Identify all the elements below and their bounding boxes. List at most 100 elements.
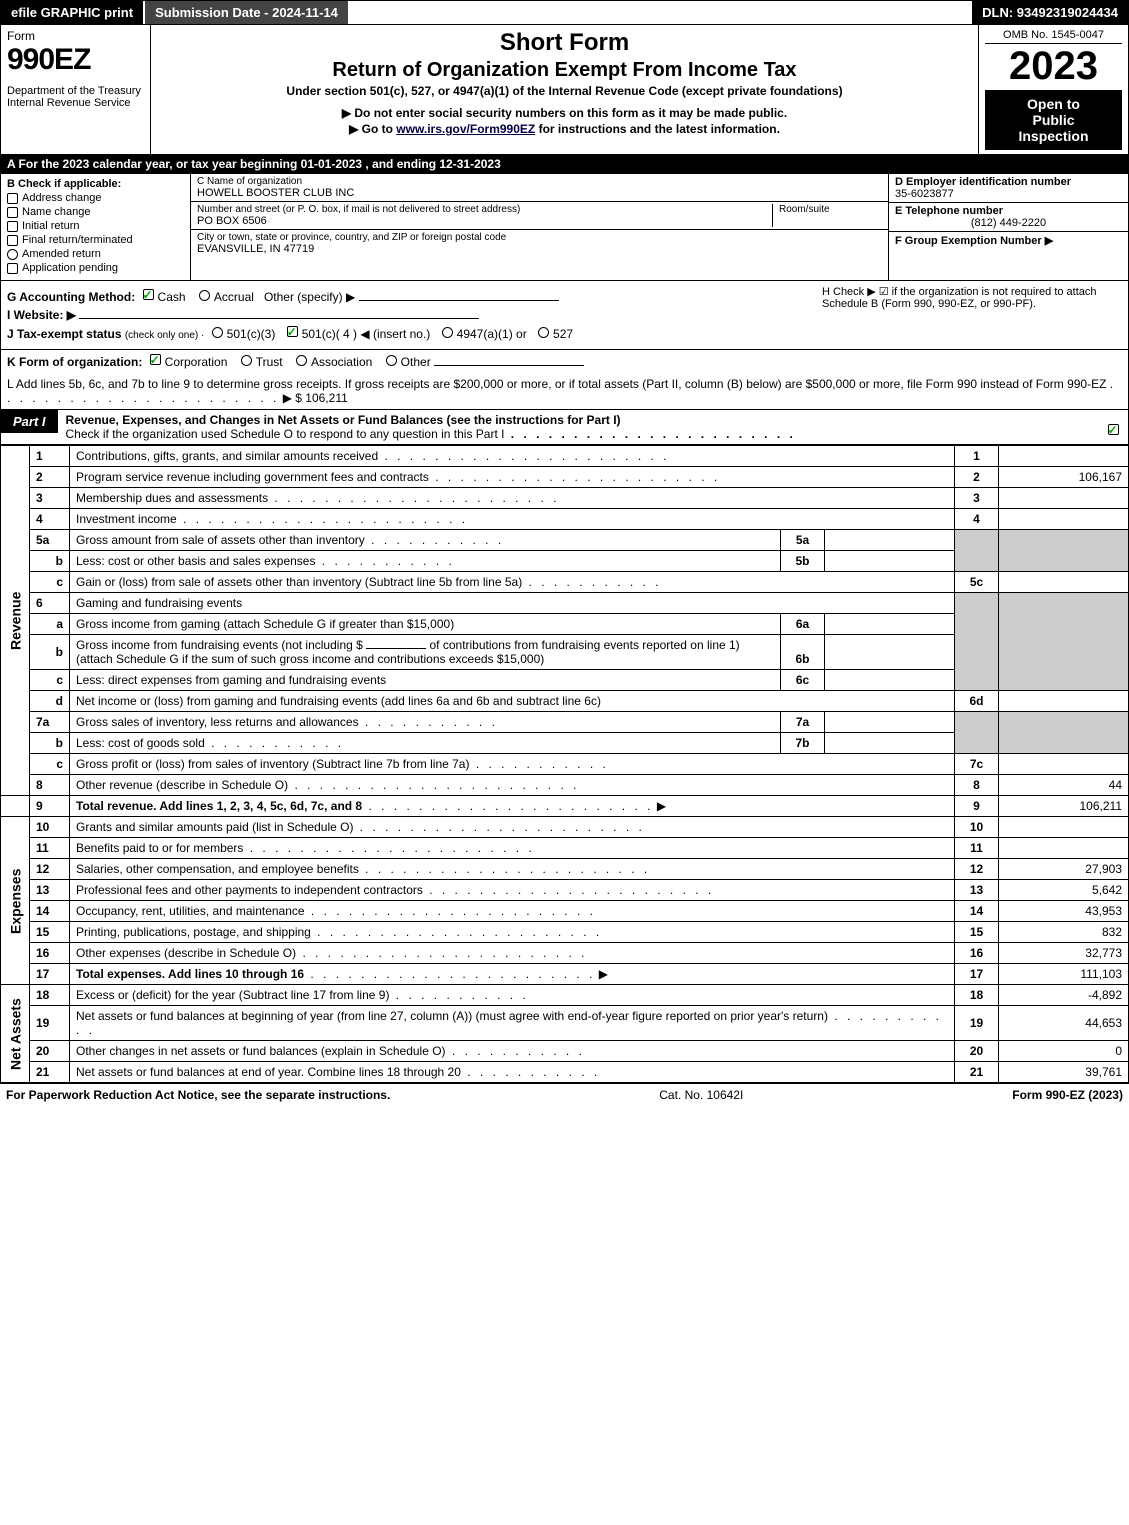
d-label: D Employer identification number <box>895 176 1122 188</box>
line-12-val: 27,903 <box>1005 862 1122 876</box>
lbl-address-change: Address change <box>22 192 102 204</box>
page-footer: For Paperwork Reduction Act Notice, see … <box>0 1083 1129 1106</box>
line-20-box: 20 <box>955 1041 999 1062</box>
c-room-label: Room/suite <box>779 204 882 215</box>
chk-other-org[interactable] <box>386 355 397 366</box>
form-number: 990EZ <box>7 43 144 77</box>
short-form-title: Short Form <box>161 29 968 57</box>
section-c: C Name of organization HOWELL BOOSTER CL… <box>191 174 888 280</box>
line-21-text: Net assets or fund balances at end of ye… <box>76 1065 461 1079</box>
chk-initial-return[interactable] <box>7 221 18 232</box>
other-method-input[interactable] <box>359 300 559 301</box>
footer-mid: Cat. No. 10642I <box>659 1088 743 1102</box>
org-street: PO BOX 6506 <box>197 215 772 227</box>
line-16-box: 16 <box>955 943 999 964</box>
chk-cash[interactable] <box>143 289 154 300</box>
section-b-title: B Check if applicable: <box>7 178 184 190</box>
org-name: HOWELL BOOSTER CLUB INC <box>197 187 882 199</box>
line-6d-box: 6d <box>955 691 999 712</box>
section-h: H Check ▶ ☑ if the organization is not r… <box>822 285 1122 345</box>
line-5c-num: c <box>30 572 70 593</box>
line-6b-text1: Gross income from fundraising events (no… <box>76 638 363 652</box>
org-city: EVANSVILLE, IN 47719 <box>197 243 882 255</box>
top-bar: efile GRAPHIC print Submission Date - 20… <box>0 0 1129 25</box>
line-13-num: 13 <box>30 880 70 901</box>
line-11-text: Benefits paid to or for members <box>76 841 243 855</box>
chk-trust[interactable] <box>241 355 252 366</box>
line-14-val: 43,953 <box>1005 904 1122 918</box>
line-13-box: 13 <box>955 880 999 901</box>
section-i: I Website: ▶ <box>7 308 802 322</box>
line-12-num: 12 <box>30 859 70 880</box>
section-k: K Form of organization: Corporation Trus… <box>0 350 1129 373</box>
open-to-public: Open to Public Inspection <box>985 90 1122 150</box>
c-street-label: Number and street (or P. O. box, if mail… <box>197 204 772 215</box>
j-note: (check only one) · <box>125 330 204 341</box>
line-6a-num: a <box>30 614 70 635</box>
line-11-num: 11 <box>30 838 70 859</box>
chk-schedule-o[interactable] <box>1108 424 1119 435</box>
line-15-text: Printing, publications, postage, and shi… <box>76 925 311 939</box>
chk-527[interactable] <box>538 327 549 338</box>
section-a-tax-year: A For the 2023 calendar year, or tax yea… <box>0 155 1129 174</box>
line-7c-text: Gross profit or (loss) from sales of inv… <box>76 757 469 771</box>
lbl-4947: 4947(a)(1) or <box>457 327 527 341</box>
line-10-num: 10 <box>30 817 70 838</box>
line-6b-contrib-input[interactable] <box>366 648 426 649</box>
part-1-sub: Check if the organization used Schedule … <box>66 427 505 441</box>
f-label: F Group Exemption Number ▶ <box>895 235 1053 247</box>
chk-corporation[interactable] <box>150 354 161 365</box>
line-4-box: 4 <box>955 509 999 530</box>
section-def: D Employer identification number 35-6023… <box>888 174 1128 280</box>
efile-print-button[interactable]: efile GRAPHIC print <box>1 1 145 24</box>
line-6a-text: Gross income from gaming (attach Schedul… <box>76 617 454 631</box>
lbl-name-change: Name change <box>22 206 91 218</box>
j-label: J Tax-exempt status <box>7 327 122 341</box>
chk-4947[interactable] <box>442 327 453 338</box>
return-title: Return of Organization Exempt From Incom… <box>161 59 968 82</box>
chk-address-change[interactable] <box>7 193 18 204</box>
line-7b-ibox: 7b <box>781 733 825 754</box>
line-6d-text: Net income or (loss) from gaming and fun… <box>76 694 601 708</box>
lbl-final-return: Final return/terminated <box>22 234 133 246</box>
line-18-num: 18 <box>30 985 70 1006</box>
other-org-input[interactable] <box>434 365 584 366</box>
tax-year: 2023 <box>985 46 1122 86</box>
chk-accrual[interactable] <box>199 290 210 301</box>
i-label: I Website: ▶ <box>7 308 76 322</box>
dept-irs: Internal Revenue Service <box>7 97 144 109</box>
chk-final-return[interactable] <box>7 235 18 246</box>
lbl-501c3: 501(c)(3) <box>227 327 276 341</box>
chk-amended-return[interactable] <box>7 249 18 260</box>
line-7b-text: Less: cost of goods sold <box>76 736 205 750</box>
section-b: B Check if applicable: Address change Na… <box>1 174 191 280</box>
line-9-val: 106,211 <box>1005 799 1122 813</box>
line-20-val: 0 <box>1005 1044 1122 1058</box>
line-9-num: 9 <box>30 796 70 817</box>
website-input[interactable] <box>79 318 479 319</box>
line-10-text: Grants and similar amounts paid (list in… <box>76 820 353 834</box>
line-17-num: 17 <box>30 964 70 985</box>
lines-table: Revenue 1 Contributions, gifts, grants, … <box>0 445 1129 1083</box>
lbl-corporation: Corporation <box>165 355 228 369</box>
open-line1: Open to <box>989 96 1118 112</box>
chk-application-pending[interactable] <box>7 263 18 274</box>
chk-name-change[interactable] <box>7 207 18 218</box>
line-5c-box: 5c <box>955 572 999 593</box>
line-14-text: Occupancy, rent, utilities, and maintena… <box>76 904 305 918</box>
line-16-num: 16 <box>30 943 70 964</box>
line-1-box: 1 <box>955 446 999 467</box>
section-l: L Add lines 5b, 6c, and 7b to line 9 to … <box>0 373 1129 410</box>
open-line2: Public <box>989 112 1118 128</box>
irs-link[interactable]: www.irs.gov/Form990EZ <box>396 122 535 136</box>
chk-association[interactable] <box>296 355 307 366</box>
line-3-text: Membership dues and assessments <box>76 491 268 505</box>
subtitle-code: Under section 501(c), 527, or 4947(a)(1)… <box>161 84 968 98</box>
k-label: K Form of organization: <box>7 355 142 369</box>
line-3-box: 3 <box>955 488 999 509</box>
omb-number: OMB No. 1545-0047 <box>985 29 1122 44</box>
chk-501c[interactable] <box>287 326 298 337</box>
chk-501c3[interactable] <box>212 327 223 338</box>
line-15-box: 15 <box>955 922 999 943</box>
line-13-text: Professional fees and other payments to … <box>76 883 423 897</box>
